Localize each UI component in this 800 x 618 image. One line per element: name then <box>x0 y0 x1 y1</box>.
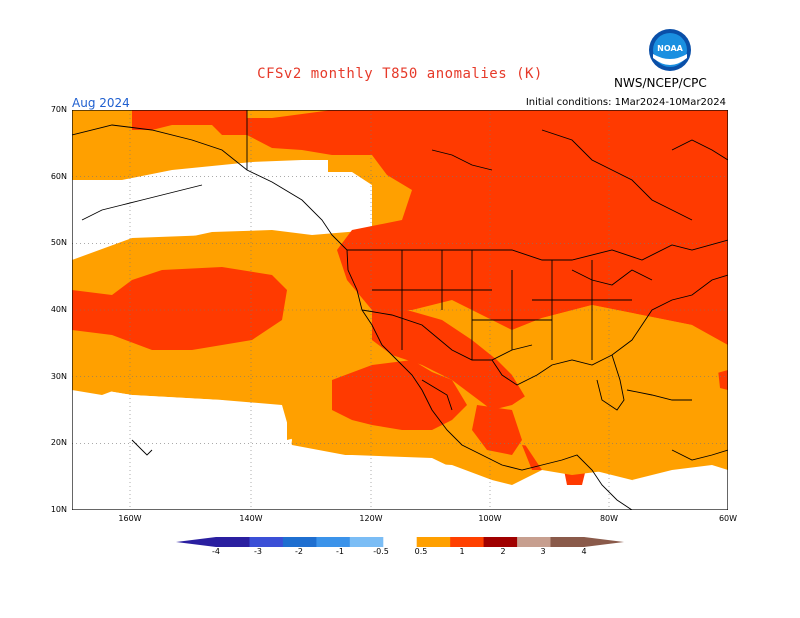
lon-label-140w: 140W <box>239 514 263 523</box>
legend-arrow-high <box>584 537 624 547</box>
anomaly-region-1-2 <box>72 110 728 485</box>
legend-tick: -0.5 <box>373 547 389 556</box>
legend-color-bin <box>483 537 518 547</box>
legend-tick: -4 <box>212 547 220 556</box>
legend-tick: 3 <box>540 547 546 556</box>
legend-color-bin <box>316 537 351 547</box>
lat-label-30n: 30N <box>50 372 67 381</box>
coastlines <box>72 110 728 510</box>
noaa-logo: NOAA <box>648 28 692 72</box>
legend-tick: 4 <box>581 547 587 556</box>
legend-color-bin <box>349 537 384 547</box>
legend-tick: -1 <box>336 547 344 556</box>
logo-text: NOAA <box>657 44 683 53</box>
legend-tick: -2 <box>295 547 303 556</box>
legend-color-bin <box>249 537 284 547</box>
lat-label-20n: 20N <box>50 438 67 447</box>
legend-tick: 1 <box>459 547 465 556</box>
lon-label-80w: 80W <box>599 514 619 523</box>
lat-label-40n: 40N <box>50 305 67 314</box>
map-title: CFSv2 monthly T850 anomalies (K) <box>257 66 543 82</box>
lat-label-50n: 50N <box>50 238 67 247</box>
legend-color-bin <box>216 537 250 547</box>
legend-color-bin <box>383 537 418 547</box>
agency-label: NWS/NCEP/CPC <box>614 76 707 90</box>
legend-color-bin <box>550 537 585 547</box>
lon-label-60w: 60W <box>718 514 738 523</box>
color-legend <box>176 537 624 547</box>
lon-label-160w: 160W <box>118 514 142 523</box>
initial-conditions: Initial conditions: 1Mar2024-10Mar2024 <box>525 97 726 108</box>
legend-color-bin <box>450 537 485 547</box>
legend-color-bin <box>416 537 451 547</box>
graticule <box>72 110 728 510</box>
lon-label-120w: 120W <box>359 514 383 523</box>
lat-label-70n: 70N <box>50 105 67 114</box>
legend-color-bin <box>517 537 552 547</box>
legend-tick: 2 <box>500 547 506 556</box>
lat-label-10n: 10N <box>50 505 67 514</box>
lon-label-100w: 100W <box>478 514 502 523</box>
legend-tick: 0.5 <box>414 547 428 556</box>
lat-label-60n: 60N <box>50 172 67 181</box>
forecast-month: Aug 2024 <box>72 96 130 110</box>
legend-arrow-low <box>176 537 216 547</box>
legend-tick: -3 <box>254 547 262 556</box>
legend-color-bin <box>282 537 317 547</box>
anomaly-map <box>72 110 728 510</box>
